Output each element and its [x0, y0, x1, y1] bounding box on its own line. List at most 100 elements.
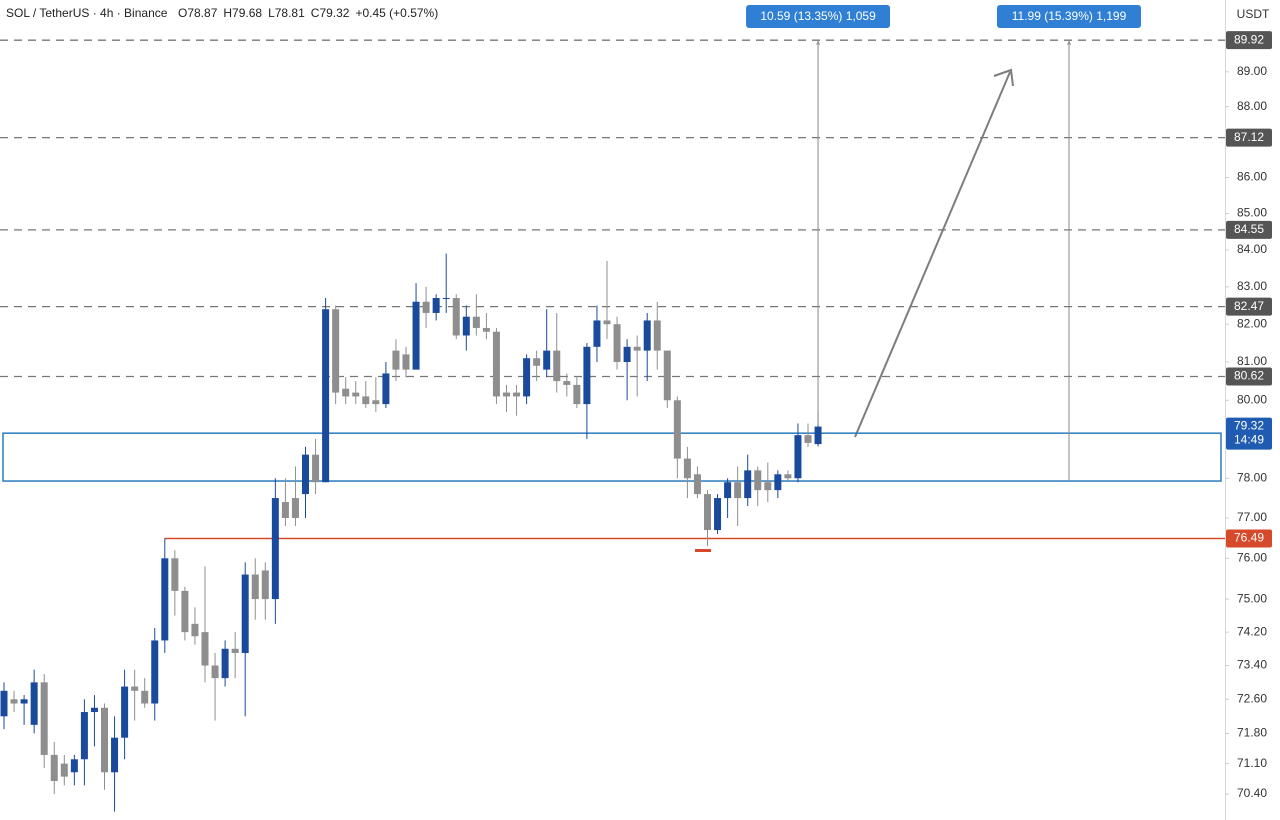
candle-body — [794, 435, 802, 479]
low-marker — [695, 549, 711, 552]
candle-body — [10, 699, 18, 704]
candle-body — [693, 474, 701, 495]
measure-label: 10.59 (13.35%) 1,059 — [760, 9, 876, 23]
candle-body — [503, 392, 510, 397]
candle-body — [322, 309, 330, 483]
candle-body — [633, 346, 641, 351]
candle-body — [352, 392, 360, 397]
y-tick-label: 89.00 — [1237, 64, 1267, 78]
candle-body — [513, 392, 521, 397]
y-tick-label: 77.00 — [1237, 510, 1267, 524]
candle-body — [442, 298, 450, 300]
candle-body — [573, 384, 581, 405]
candle-body — [643, 320, 651, 351]
candle-body — [804, 435, 812, 443]
axis-unit: USDT — [1237, 7, 1270, 21]
level-tag — [1226, 128, 1272, 147]
candle-body — [603, 320, 611, 325]
measure-box — [997, 5, 1141, 28]
candle-body — [472, 316, 480, 328]
y-tick-label: 76.00 — [1237, 550, 1267, 564]
candle-body — [673, 400, 681, 459]
support-label: 76.49 — [1234, 531, 1264, 545]
last-price-label: 79.32 — [1234, 419, 1264, 433]
candle-body — [663, 350, 671, 401]
header-stat: H79.68 — [223, 6, 262, 20]
y-tick-label: 88.00 — [1237, 99, 1267, 113]
header-stats: O78.87 H79.68 L78.81 C79.32 +0.45 (+0.57%) — [178, 6, 438, 20]
candle-body — [422, 301, 430, 313]
y-tick-label: 85.00 — [1237, 206, 1267, 220]
y-tick-label: 73.40 — [1237, 658, 1267, 672]
candle-body — [774, 474, 782, 491]
projection-arrow — [854, 71, 1011, 438]
candle-body — [704, 494, 711, 531]
candle-body — [432, 298, 440, 313]
candle-body — [211, 665, 219, 679]
level-label: 89.92 — [1234, 32, 1264, 46]
candle-body — [302, 454, 309, 495]
candle-body — [734, 482, 742, 499]
candle-body — [563, 381, 571, 385]
zone — [2, 432, 1222, 482]
level-tag — [1226, 31, 1272, 50]
level-label: 87.12 — [1234, 130, 1264, 144]
y-tick-label: 81.00 — [1237, 354, 1267, 368]
candle-body — [543, 350, 551, 370]
candle-body — [251, 574, 259, 600]
candle-body — [754, 470, 762, 491]
candle-body — [814, 426, 822, 445]
level-label: 84.55 — [1234, 222, 1264, 236]
y-tick-label: 75.00 — [1237, 591, 1267, 605]
level-label: 82.47 — [1234, 299, 1264, 313]
candle-body — [764, 482, 772, 491]
support-tag — [1226, 529, 1272, 548]
candle-body — [291, 498, 299, 519]
candle-body — [382, 373, 390, 405]
candle-body — [121, 686, 129, 738]
candle-body — [372, 400, 380, 405]
candle-body — [482, 327, 490, 332]
candle-body — [181, 590, 189, 633]
header-stat: O78.87 — [178, 6, 218, 20]
candle-body — [50, 754, 58, 781]
header-stat: L78.81 — [268, 6, 305, 20]
candle-body — [492, 331, 500, 397]
candle-body — [583, 346, 591, 405]
measure-label: 11.99 (15.39%) 1,199 — [1012, 9, 1127, 23]
last-price-tag — [1226, 417, 1272, 450]
candle-body — [744, 470, 752, 499]
candle-body — [231, 648, 239, 653]
y-tick-label: 70.40 — [1237, 786, 1267, 800]
candle-body — [151, 640, 159, 704]
y-tick-label: 71.10 — [1237, 756, 1267, 770]
candle-body — [784, 474, 792, 479]
candle-body — [593, 320, 601, 347]
candle-body — [40, 682, 48, 755]
y-tick-label: 78.00 — [1237, 470, 1267, 484]
candle-body — [683, 458, 691, 479]
symbol-title: SOL / TetherUS · 4h · Binance — [6, 6, 168, 20]
candle-body — [221, 648, 229, 679]
candle-body — [201, 632, 209, 666]
candle-body — [111, 737, 119, 773]
candle-body — [312, 454, 320, 483]
candle-body — [0, 690, 8, 717]
candle-body — [20, 699, 28, 704]
level-tag — [1226, 367, 1272, 386]
candle-body — [462, 316, 470, 336]
candle-body — [613, 324, 621, 362]
candle-body — [131, 686, 139, 691]
candle-body — [362, 396, 370, 405]
level-tag — [1226, 297, 1272, 316]
candle-body — [332, 309, 340, 393]
candle-body — [171, 558, 179, 591]
candle-body — [724, 482, 732, 499]
y-tick-label: 80.00 — [1237, 392, 1267, 406]
candle-body — [553, 350, 561, 382]
candle-body — [281, 502, 289, 519]
y-tick-label: 86.00 — [1237, 170, 1267, 184]
